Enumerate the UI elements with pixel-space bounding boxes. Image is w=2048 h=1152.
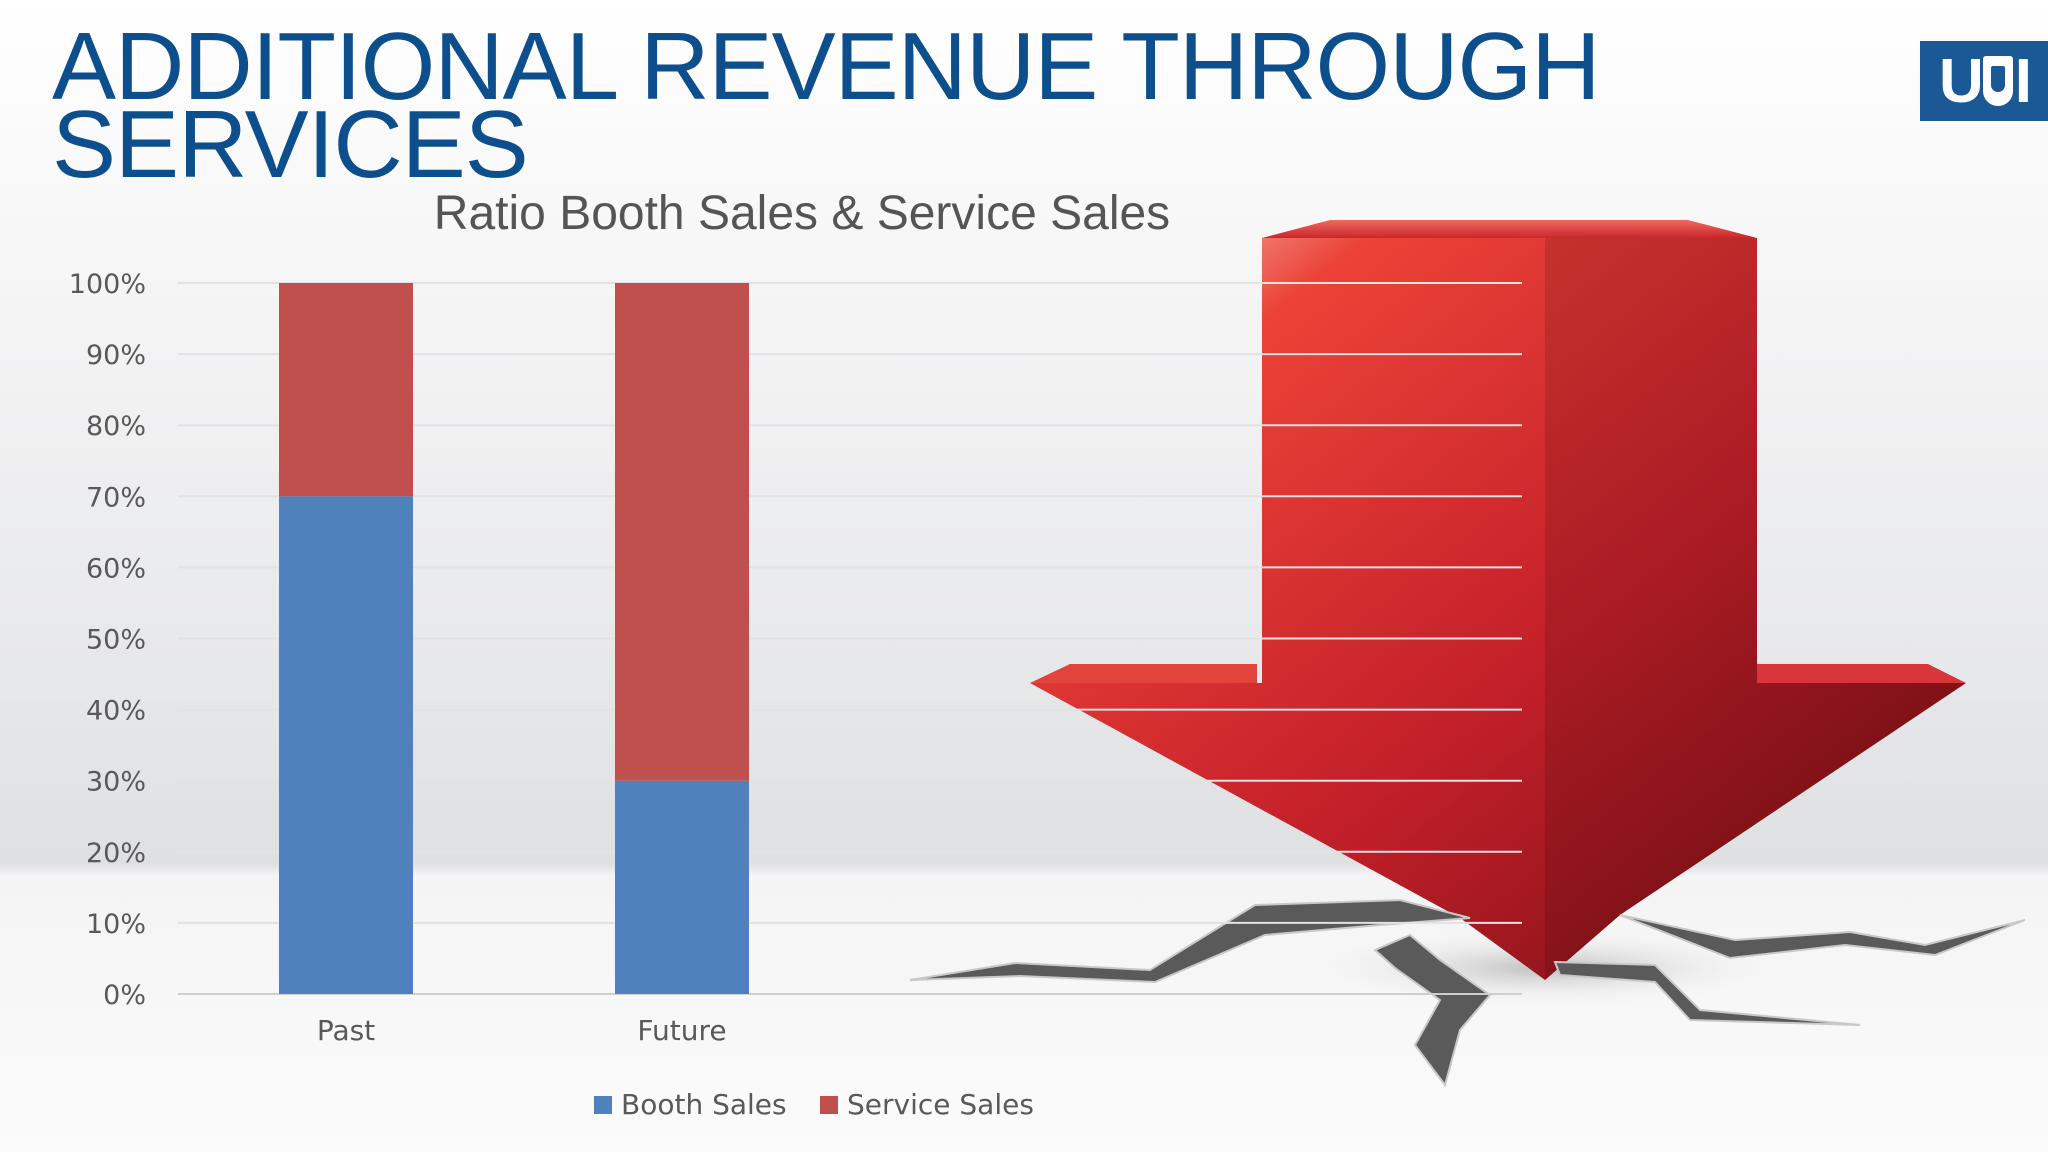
- y-tick-label: 30%: [86, 767, 146, 798]
- x-category-label: Future: [637, 1014, 726, 1047]
- y-tick-label: 0%: [103, 980, 146, 1011]
- y-tick-label: 70%: [86, 482, 146, 513]
- usi-logo-u: U: [1938, 46, 1984, 116]
- shield-icon: [1982, 56, 2013, 106]
- chart-title: Ratio Booth Sales & Service Sales: [434, 187, 1170, 240]
- ground-crack-icon: [909, 898, 2026, 1088]
- bar-booth-sales-past: [279, 496, 413, 994]
- chart-legend: Booth Sales Service Sales: [594, 1088, 1034, 1121]
- chart-bars: [279, 283, 749, 994]
- legend-swatch: [820, 1096, 838, 1114]
- slide-title: ADDITIONAL REVENUE THROUGH SERVICES: [52, 13, 1652, 198]
- slide-title-line-1: ADDITIONAL REVENUE THROUGH: [52, 13, 1601, 120]
- bar-service-sales-future: [615, 283, 749, 781]
- legend-swatch: [594, 1096, 612, 1114]
- x-axis: Past Future: [317, 1014, 727, 1047]
- y-tick-label: 80%: [86, 411, 146, 442]
- y-tick-label: 60%: [86, 553, 146, 584]
- bar-booth-sales-future: [615, 780, 749, 994]
- y-tick-label: 20%: [86, 838, 146, 869]
- bar-service-sales-past: [279, 283, 413, 497]
- down-arrow-icon: [1030, 220, 1966, 1008]
- y-tick-label: 100%: [69, 269, 146, 300]
- x-category-label: Past: [317, 1014, 375, 1047]
- y-tick-label: 40%: [86, 696, 146, 727]
- legend-label: Service Sales: [847, 1088, 1034, 1121]
- y-tick-label: 50%: [86, 625, 146, 656]
- y-axis: 0% 10% 20% 30% 40% 50% 60% 70% 80% 90% 100%: [69, 269, 146, 1011]
- slide-title-line-2: SERVICES: [52, 91, 529, 198]
- y-tick-label: 10%: [86, 909, 146, 940]
- y-tick-label: 90%: [86, 340, 146, 371]
- legend-label: Booth Sales: [621, 1088, 787, 1121]
- usi-logo-i: I: [2014, 46, 2032, 116]
